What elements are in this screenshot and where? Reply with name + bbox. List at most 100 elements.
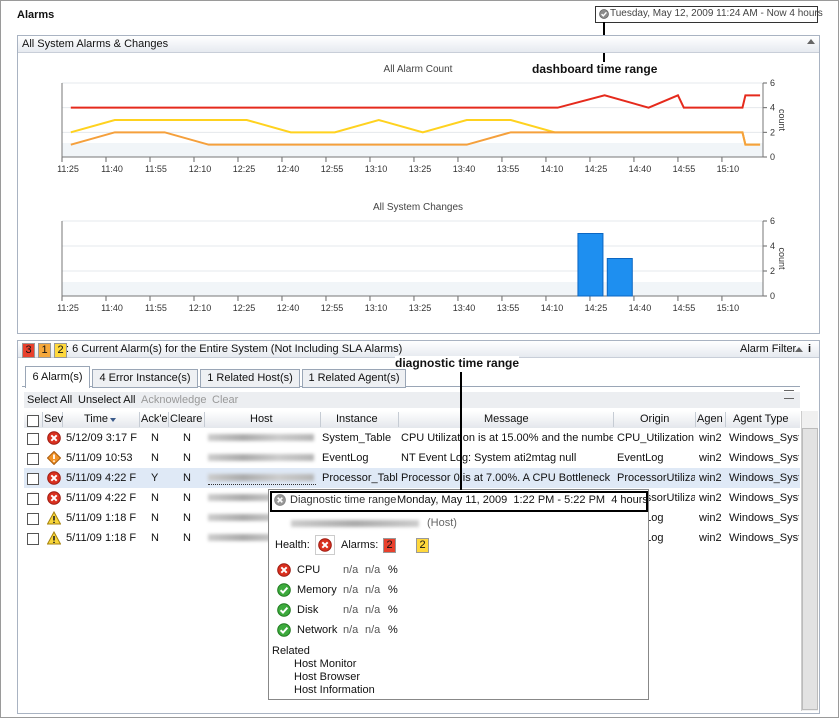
x-tick-label: 15:10 [717, 164, 740, 174]
metric-name: Network [297, 624, 337, 636]
metric-value: n/a [343, 624, 358, 636]
checkbox[interactable] [27, 533, 39, 545]
y-tick-label: 6 [770, 216, 775, 226]
chart-title: All Alarm Count [384, 64, 453, 75]
ok-icon [277, 583, 291, 597]
table-cell: N [151, 492, 165, 504]
column-header[interactable]: Sev [44, 413, 63, 425]
table-cell: Windows_Syst [729, 532, 799, 544]
y-tick-label: 0 [770, 291, 775, 301]
alarm-filter[interactable]: Alarm Filter [740, 343, 796, 355]
y-tick-label: 0 [770, 152, 775, 162]
x-tick-label: 13:55 [497, 164, 520, 174]
filter-arrow[interactable] [795, 347, 803, 352]
error-icon [318, 538, 332, 552]
tab[interactable]: 4 Error Instance(s) [92, 369, 198, 388]
checkbox[interactable] [27, 415, 39, 427]
column-header[interactable]: Origin [640, 413, 669, 425]
metric-name: CPU [297, 564, 320, 576]
error-icon [47, 431, 61, 445]
table-cell: Y [151, 472, 165, 484]
tab[interactable]: 1 Related Agent(s) [302, 369, 406, 388]
scroll-thumb[interactable] [802, 428, 818, 710]
column-header[interactable]: Agen [697, 413, 723, 425]
y-axis-label: count [777, 109, 787, 132]
toolbar-button: Acknowledge [141, 394, 206, 406]
table-cell: CPU_Utilization [617, 432, 695, 444]
table-cell: Windows_Syst [729, 492, 799, 504]
table-cell: N [183, 532, 197, 544]
toolbar-button[interactable]: Select All [27, 394, 72, 406]
table-cell: N [151, 432, 165, 444]
badge: 1 [38, 343, 51, 358]
metric-value: n/a [365, 604, 380, 616]
y-tick-label: 2 [770, 266, 775, 276]
table-cell: 5/12/09 3:17 F [66, 432, 138, 444]
warning-icon [47, 511, 61, 525]
tab[interactable]: 1 Related Host(s) [200, 369, 300, 388]
table-cell: win2 [699, 512, 725, 524]
x-tick-label: 14:40 [629, 164, 652, 174]
metric-name: Disk [297, 604, 318, 616]
error-icon [47, 471, 61, 485]
column-header[interactable]: Message [484, 413, 529, 425]
related-link[interactable]: Host Information [294, 684, 375, 696]
column-separator [42, 412, 43, 427]
column-header[interactable]: Ack'e [141, 413, 168, 425]
column-separator [204, 412, 205, 427]
column-header[interactable]: Instance [336, 413, 378, 425]
toolbar-button[interactable]: Unselect All [78, 394, 135, 406]
table-cell: win2 [699, 452, 725, 464]
x-tick-label: 15:10 [717, 303, 740, 313]
table-cell: N [183, 432, 197, 444]
checkbox[interactable] [27, 493, 39, 505]
table-cell: win2 [699, 432, 725, 444]
alarms-label: Alarms: [341, 539, 378, 551]
checkbox[interactable] [27, 513, 39, 525]
table-cell: N [151, 512, 165, 524]
column-header[interactable]: Host [250, 413, 273, 425]
column-header[interactable]: Cleare [170, 413, 202, 425]
y-tick-label: 2 [770, 127, 775, 137]
table-cell: Windows_Syst [729, 512, 799, 524]
host-blurred [208, 474, 314, 481]
info-button[interactable]: i [808, 343, 811, 355]
toolbar-button: Clear [212, 394, 238, 406]
x-tick-label: 13:40 [453, 303, 476, 313]
tab[interactable]: 6 Alarm(s) [25, 366, 90, 388]
x-tick-label: 11:40 [101, 303, 123, 313]
metric-unit: % [388, 584, 398, 596]
plot-band [62, 282, 763, 296]
ok-icon [277, 603, 291, 617]
column-header[interactable]: Agent Type [733, 413, 788, 425]
related-link[interactable]: Host Monitor [294, 658, 356, 670]
x-tick-label: 12:55 [321, 164, 344, 174]
metric-value: n/a [343, 604, 358, 616]
bar [578, 234, 603, 297]
checkbox[interactable] [27, 433, 39, 445]
row-underline [208, 484, 316, 486]
table-cell: Windows_Syst [729, 452, 799, 464]
table-cell: EventLog [322, 452, 398, 464]
error-icon [274, 494, 286, 506]
table-cell: Processor_Tabl [322, 472, 398, 484]
metric-value: n/a [343, 564, 358, 576]
checkbox[interactable] [27, 473, 39, 485]
x-tick-label: 12:25 [233, 164, 256, 174]
table-cell: 5/11/09 4:22 F [66, 472, 138, 484]
metric-value: n/a [365, 624, 380, 636]
table-cell: win2 [699, 532, 725, 544]
checkbox[interactable] [27, 453, 39, 465]
popup-range: Monday, May 11, 2009 1:22 PM - 5:22 PM 4… [397, 494, 648, 506]
badge: 2 [383, 538, 396, 553]
diamond-icon [47, 451, 61, 465]
related-link[interactable]: Host Browser [294, 671, 360, 683]
column-chooser[interactable] [784, 390, 794, 399]
y-tick-label: 4 [770, 241, 775, 251]
table-cell: EventLog [617, 452, 695, 464]
badge: 2 [416, 538, 429, 553]
column-header[interactable]: Time [84, 413, 108, 425]
charts: All Alarm Count024611:2511:4011:5512:101… [0, 0, 839, 330]
table-cell: 5/11/09 1:18 F [66, 512, 138, 524]
host-suffix: (Host) [427, 517, 457, 529]
